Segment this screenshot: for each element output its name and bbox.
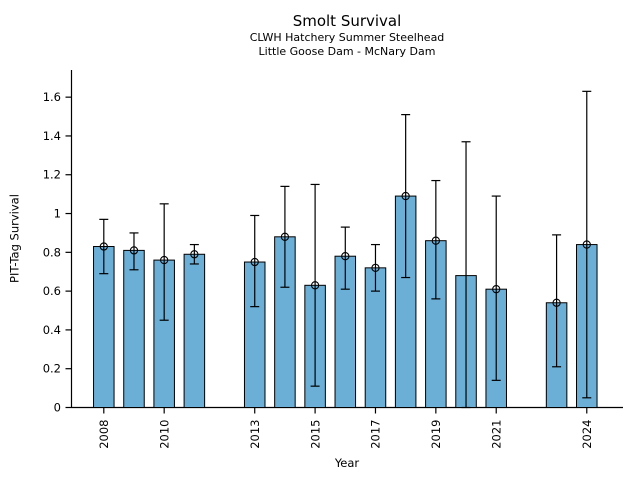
y-tick-label: 1	[54, 207, 61, 221]
point-marker-2024	[582, 240, 591, 249]
point-marker-2010	[160, 255, 169, 265]
y-tick-label: 0.8	[43, 245, 61, 259]
y-tick-label: 0.2	[43, 362, 61, 376]
y-tick-label: 1.2	[43, 168, 61, 182]
x-tick-label: 2015	[308, 420, 322, 449]
point-marker-2023	[552, 298, 561, 307]
y-tick-label: 1.6	[43, 90, 61, 104]
y-tick-label: 0.6	[43, 284, 61, 298]
chart-title: Smolt Survival	[292, 12, 402, 30]
chart-subtitle-line2: Little Goose Dam - McNary Dam	[258, 45, 436, 58]
point-marker-2017	[371, 263, 380, 272]
chart-subtitle-line1: CLWH Hatchery Summer Steelhead	[249, 31, 445, 44]
x-tick-label: 2008	[97, 420, 111, 449]
x-tick-label: 2019	[429, 420, 443, 449]
point-marker-2011	[190, 250, 199, 259]
point-marker-2018	[401, 191, 410, 201]
y-tick-label: 0	[54, 401, 61, 415]
y-tick-label: 0.4	[43, 323, 61, 337]
x-tick-label: 2017	[369, 420, 383, 449]
point-marker-2013	[250, 257, 259, 267]
y-axis-label: PIT-Tag Survival	[7, 194, 22, 283]
x-tick-label: 2024	[580, 420, 594, 449]
point-marker-2021	[492, 285, 501, 294]
bar-2009	[123, 249, 145, 408]
point-marker-2015	[310, 281, 320, 290]
point-marker-2008	[99, 242, 108, 251]
x-tick-label: 2013	[248, 420, 262, 449]
point-marker-2016	[341, 252, 350, 261]
bar-2011	[183, 253, 206, 408]
x-tick-label: 2021	[489, 420, 503, 449]
y-tick-label: 1.4	[43, 129, 61, 143]
x-axis-label: Year	[334, 456, 360, 470]
x-tick-label: 2010	[157, 420, 171, 449]
point-marker-2009	[129, 246, 139, 255]
point-marker-2019	[431, 236, 440, 245]
point-marker-2014	[280, 232, 290, 241]
